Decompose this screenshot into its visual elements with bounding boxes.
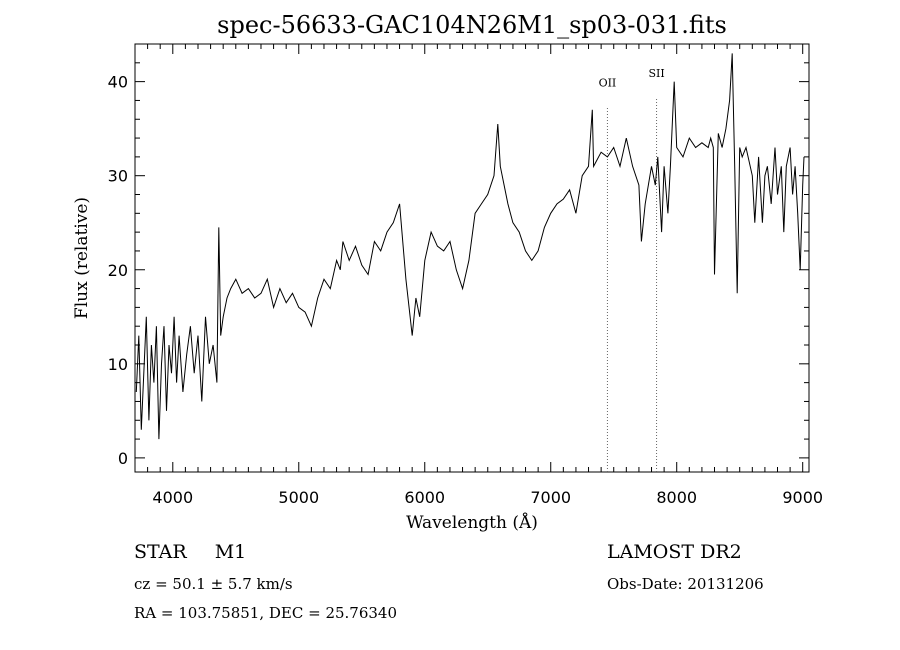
plot-frame bbox=[134, 43, 810, 473]
y-tick-label: 40 bbox=[108, 73, 128, 92]
x-tick-label: 9000 bbox=[782, 488, 823, 507]
y-tick-label: 30 bbox=[108, 167, 128, 186]
x-tick-label: 8000 bbox=[656, 488, 697, 507]
redshift-velocity: cz = 50.1 ± 5.7 km/s bbox=[134, 575, 293, 593]
coordinates: RA = 103.75851, DEC = 25.76340 bbox=[134, 604, 398, 622]
spectrum-line bbox=[135, 53, 805, 440]
spectrum-series bbox=[135, 53, 805, 440]
object-class: STAR bbox=[134, 541, 187, 563]
x-tick-label: 7000 bbox=[530, 488, 571, 507]
x-axis-ticks: 4000 5000 6000 7000 8000 9000 bbox=[147, 44, 823, 507]
x-tick-label: 6000 bbox=[404, 488, 445, 507]
annotation-label: SII bbox=[648, 67, 664, 80]
chart-title: spec-56633-GAC104N26M1_sp03-031.fits bbox=[217, 11, 727, 39]
y-axis-ticks: 0 10 20 30 40 bbox=[108, 62, 809, 468]
y-tick-label: 20 bbox=[108, 261, 128, 280]
y-axis-label: Flux (relative) bbox=[72, 197, 92, 319]
observation-date: Obs-Date: 20131206 bbox=[607, 575, 764, 593]
x-tick-label: 4000 bbox=[152, 488, 193, 507]
object-class-line: STAR M1 bbox=[134, 541, 246, 563]
y-tick-label: 10 bbox=[108, 355, 128, 374]
x-tick-label: 5000 bbox=[278, 488, 319, 507]
line-annotations: OII SII bbox=[599, 67, 665, 472]
survey-name: LAMOST DR2 bbox=[607, 541, 742, 563]
x-axis-label: Wavelength (Å) bbox=[406, 512, 538, 533]
object-subclass: M1 bbox=[214, 541, 247, 563]
y-tick-label: 0 bbox=[118, 449, 128, 468]
annotation-label: OII bbox=[599, 76, 617, 89]
